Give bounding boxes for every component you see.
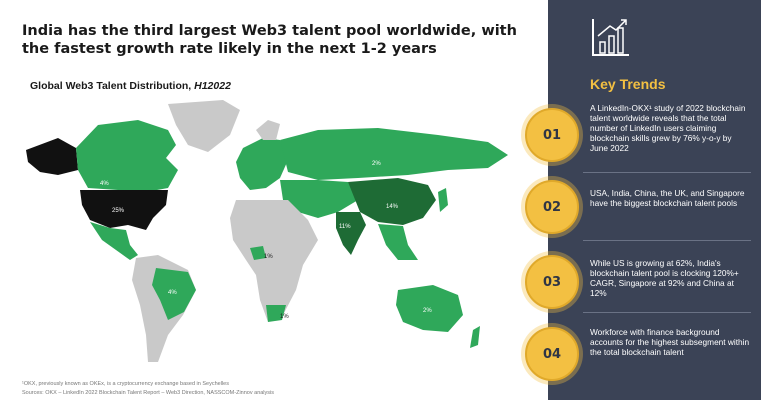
label-usa: 25%	[112, 208, 125, 214]
region-nigeria	[250, 246, 266, 260]
label-china: 14%	[386, 204, 399, 210]
region-russia	[280, 128, 508, 180]
label-india: 11%	[339, 224, 351, 230]
map-title-period: H12022	[194, 80, 231, 92]
label-brazil: 4%	[168, 290, 177, 296]
world-talent-map: 25% 4% 2% 14% 11% 4% 2% 1% 1%	[26, 100, 508, 362]
footnote-okx: ¹OKX, previously known as OKEx, is a cry…	[22, 381, 229, 387]
page-headline: India has the third largest Web3 talent …	[22, 23, 517, 57]
trend-number-01: 01	[525, 108, 579, 162]
trend-text-01: A LinkedIn-OKX¹ study of 2022 blockchain…	[590, 103, 746, 153]
region-australia	[396, 285, 463, 332]
region-mexico	[90, 222, 138, 260]
label-south-africa: 1%	[280, 314, 289, 320]
region-india	[336, 212, 366, 255]
footnote-sources: Sources: OKX – LinkedIn 2022 Blockchain …	[22, 390, 275, 396]
map-title-text: Global Web3 Talent Distribution,	[30, 80, 192, 92]
growth-chart-icon	[592, 19, 629, 56]
key-trends-title: Key Trends	[590, 76, 666, 92]
region-brazil	[152, 268, 196, 320]
label-nigeria: 1%	[264, 254, 273, 260]
trend-divider	[583, 312, 751, 313]
label-australia: 2%	[423, 308, 432, 314]
region-greenland	[168, 100, 240, 152]
region-southeast-asia	[378, 224, 418, 260]
region-japan	[438, 188, 448, 212]
trend-number-02: 02	[525, 180, 579, 234]
trend-text-03: While US is growing at 62%, India's bloc…	[590, 258, 739, 298]
trend-divider	[583, 172, 751, 173]
trend-number-03: 03	[525, 255, 579, 309]
map-title: Global Web3 Talent Distribution, H12022	[30, 80, 231, 92]
label-canada: 4%	[100, 181, 109, 187]
region-africa	[230, 200, 318, 322]
trend-text-04: Workforce with finance background accoun…	[590, 327, 750, 357]
region-new-zealand	[470, 326, 480, 348]
region-south-africa	[266, 305, 286, 322]
region-scandinavia	[256, 120, 280, 140]
region-europe	[236, 138, 288, 190]
key-trends-panel	[548, 0, 761, 400]
trend-text-02: USA, India, China, the UK, and Singapore…	[590, 188, 745, 208]
region-china	[348, 178, 436, 225]
region-alaska	[26, 138, 78, 175]
region-central-asia	[280, 180, 358, 218]
trend-divider	[583, 240, 751, 241]
label-russia: 2%	[372, 161, 381, 167]
region-usa	[80, 190, 168, 230]
trend-number-04: 04	[525, 327, 579, 381]
region-canada	[76, 120, 178, 192]
